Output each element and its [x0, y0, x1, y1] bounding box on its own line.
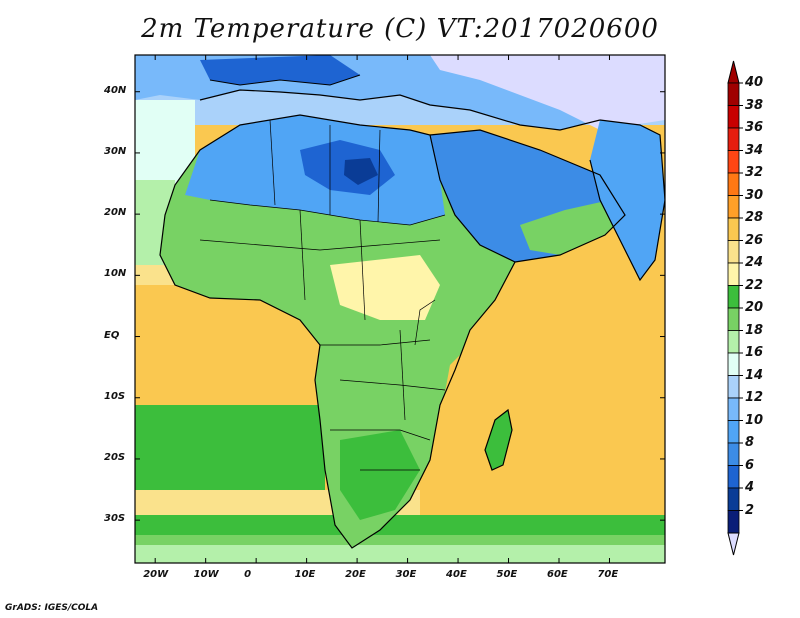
colorbar-swatch: [727, 105, 740, 129]
credit-label: GrADS: IGES/COLA: [5, 603, 99, 613]
lat-tick-label: 10N: [104, 268, 127, 280]
colorbar-label: 4: [745, 480, 755, 495]
arabia-coastline: [429, 129, 626, 263]
colorbar-label: 36: [745, 120, 764, 135]
lat-tick-label: 30N: [104, 145, 127, 157]
central-africa-warm: [330, 255, 440, 320]
colorbar-label: 34: [745, 142, 764, 158]
colorbar-under-arrow: [727, 532, 740, 556]
lon-tick-label: 20E: [345, 569, 366, 580]
colorbar-swatch: [727, 127, 740, 151]
colorbar-label: 10: [745, 412, 764, 428]
colorbar-label: 26: [745, 232, 764, 248]
lon-tick-label: 10W: [193, 569, 219, 580]
colorbar-swatch: [727, 172, 740, 196]
colorbar-label: 12: [745, 390, 764, 405]
lon-tick-label: 70E: [597, 569, 619, 580]
colorbar-over-arrow: [727, 60, 740, 84]
india-coastline: [589, 119, 665, 282]
country-borders: [199, 119, 446, 471]
colorbar-swatch: [727, 262, 740, 286]
colorbar-swatch: [727, 217, 740, 241]
indian-ocean-south-band: [420, 490, 665, 515]
colorbar-swatch: [727, 352, 740, 376]
sahara-coldest-spot: [344, 158, 378, 185]
colorbar-label: 38: [745, 97, 764, 113]
lat-tick-label: EQ: [104, 329, 120, 341]
arabia-south-green: [520, 200, 625, 255]
lat-tick-label: 20N: [104, 207, 127, 219]
colorbar-label: 28: [745, 210, 764, 225]
colorbar-label: 16: [745, 345, 764, 360]
colorbar-swatch: [727, 240, 740, 264]
lon-tick-label: 40E: [446, 569, 467, 580]
south-ocean-coolest: [135, 545, 665, 563]
colorbar-label: 18: [745, 322, 764, 338]
colorbar-label: 32: [745, 165, 764, 180]
colorbar-swatch: [727, 375, 740, 399]
colorbar-swatch: [727, 82, 740, 106]
colorbar-swatch: [727, 510, 740, 534]
colorbar-swatch: [727, 150, 740, 174]
colorbar-swatch: [727, 195, 740, 219]
colorbar: [727, 60, 743, 556]
colorbar-swatch: [727, 397, 740, 421]
colorbar-label: 40: [745, 75, 764, 90]
colorbar-label: 24: [745, 255, 764, 270]
lat-tick-label: 20S: [104, 451, 126, 463]
colorbar-label: 8: [745, 435, 755, 450]
south-atlantic-green: [135, 405, 325, 490]
colorbar-label: 22: [745, 277, 764, 293]
lat-tick-label: 30S: [104, 513, 126, 525]
madagascar-coastline: [484, 408, 513, 471]
colorbar-swatch: [727, 442, 740, 466]
south-ocean-green: [135, 515, 665, 535]
africa-coastline: [159, 114, 516, 549]
colorbar-swatch: [727, 307, 740, 331]
colorbar-label: 6: [745, 457, 755, 473]
colorbar-swatch: [727, 330, 740, 354]
north-europe-coastline: [209, 74, 361, 86]
colorbar-swatch: [727, 285, 740, 309]
africa-land: [160, 115, 515, 548]
colorbar-swatch: [727, 465, 740, 489]
lon-tick-label: 50E: [496, 569, 518, 580]
lon-tick-label: 60E: [547, 569, 568, 580]
europe-cold-patch: [200, 55, 360, 85]
map-frame: [134, 54, 666, 564]
lon-tick-label: 30E: [395, 569, 417, 580]
lon-tick-label: 10E: [294, 569, 316, 580]
lat-tick-label: 10S: [104, 390, 126, 402]
colorbar-label: 14: [745, 367, 764, 383]
colorbar-label: 30: [745, 187, 764, 203]
europe-coastline: [199, 89, 601, 131]
india-land: [590, 120, 665, 280]
colorbar-swatch: [727, 420, 740, 444]
colorbar-swatch: [727, 487, 740, 511]
lon-tick-label: 20W: [143, 569, 169, 580]
map-title: 2m Temperature (C) VT:2017020600: [141, 14, 659, 44]
colorbar-label: 2: [745, 502, 755, 518]
asia-cold-region: [430, 55, 665, 130]
southern-africa-green: [340, 430, 420, 520]
colorbar-label: 20: [745, 300, 764, 315]
lon-tick-label: 0: [244, 569, 252, 580]
lat-tick-label: 40N: [104, 84, 127, 96]
